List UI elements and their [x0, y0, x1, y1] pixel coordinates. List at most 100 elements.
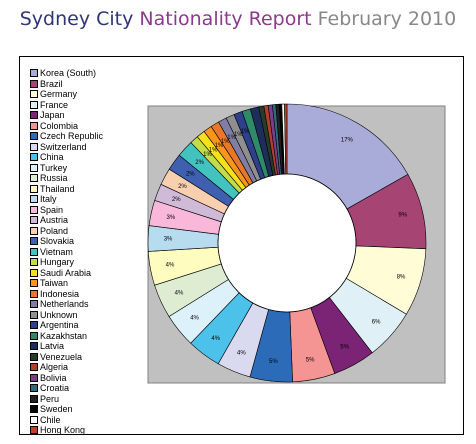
legend-swatch [30, 174, 38, 183]
legend-label: Austria [40, 215, 69, 225]
legend-swatch [30, 426, 38, 435]
legend-item: Hungary [30, 257, 135, 268]
legend-item: Netherlands [30, 299, 135, 310]
slice-label-1: 9% [398, 213, 407, 219]
chart-legend: Korea (South) Brazil Germany France Japan Col… [30, 68, 135, 436]
legend-item: Italy [30, 194, 135, 205]
slice-labels: 17%9%8%6%5%5%5%4%4%4%4%4%3%3%2%2%2%2%1%1… [164, 129, 408, 365]
slice-label-12: 3% [164, 237, 173, 243]
legend-item: Brazil [30, 79, 135, 90]
donut-hole [217, 173, 357, 313]
slice-label-10: 4% [175, 290, 184, 296]
legend-label: Vietnam [40, 246, 73, 257]
legend-item: Unknown [30, 310, 135, 321]
legend-item: Indonesia [30, 289, 135, 300]
legend-item: Spain [30, 205, 135, 216]
legend-swatch [30, 226, 38, 235]
legend-swatch [30, 132, 38, 141]
slice-label-23: 1% [234, 132, 243, 138]
slice-label-0: 17% [341, 138, 354, 144]
legend-swatch [30, 342, 38, 351]
legend-swatch [30, 195, 38, 204]
legend-item: Algeria [30, 362, 135, 373]
legend-label: Taiwan [40, 278, 69, 288]
legend-swatch [30, 163, 38, 172]
legend-item: Sweden [30, 404, 135, 415]
slice-label-8: 4% [211, 336, 220, 342]
slice-label-17: 2% [195, 160, 204, 166]
legend-swatch [30, 384, 38, 393]
slice-label-13: 3% [166, 215, 175, 221]
report-title: Sydney City Nationality Report February … [0, 8, 476, 30]
legend-item: Croatia [30, 383, 135, 394]
legend-swatch [30, 352, 38, 361]
legend-label: Sweden [40, 404, 73, 414]
legend-swatch [30, 310, 38, 319]
title-part-report: Nationality Report [139, 8, 312, 30]
legend-swatch [30, 331, 38, 340]
legend-swatch [30, 153, 38, 162]
legend-swatch [30, 69, 38, 78]
legend-swatch [30, 121, 38, 130]
slice-label-19: 1% [209, 147, 218, 153]
slice-label-11: 4% [166, 262, 175, 268]
legend-swatch [30, 394, 38, 403]
slice-label-18: 1% [203, 152, 212, 158]
legend-swatch [30, 142, 38, 151]
slice-label-5: 5% [306, 357, 315, 363]
legend-item: Poland [30, 226, 135, 237]
slice-label-20: 1% [215, 143, 224, 149]
legend-swatch [30, 90, 38, 99]
legend-label: Saudi Arabia [40, 267, 92, 278]
legend-item: Venezuela [30, 352, 135, 363]
legend-item: Japan [30, 110, 135, 121]
legend-swatch [30, 247, 38, 256]
legend-swatch [30, 405, 38, 414]
legend-item: Peru [30, 394, 135, 405]
legend-label: Indonesia [40, 288, 80, 299]
legend-swatch [30, 268, 38, 277]
legend-swatch [30, 279, 38, 288]
legend-item: Germany [30, 89, 135, 100]
legend-swatch [30, 79, 38, 88]
legend-label: Turkey [40, 162, 68, 173]
legend-label: Poland [40, 225, 69, 236]
slice-label-24: 1% [241, 129, 250, 135]
legend-swatch [30, 111, 38, 120]
legend-label: Croatia [40, 383, 70, 393]
legend-label: Spain [40, 204, 64, 215]
legend-swatch [30, 216, 38, 225]
legend-label: Switzerland [40, 141, 87, 152]
slice-label-15: 2% [178, 184, 187, 190]
legend-swatch [30, 258, 38, 267]
legend-item: France [30, 100, 135, 111]
legend-label: Chile [40, 414, 61, 425]
legend-label: Korea (South) [40, 68, 97, 78]
legend-item: Hong Kong [30, 425, 135, 436]
legend-label: Peru [40, 393, 60, 404]
legend-item: Argentina [30, 320, 135, 331]
legend-swatch [30, 184, 38, 193]
title-part-city: Sydney City [19, 8, 134, 30]
legend-swatch [30, 205, 38, 214]
legend-label: France [40, 99, 69, 110]
slice-label-22: 1% [227, 135, 236, 141]
legend-swatch [30, 289, 38, 298]
legend-label: Venezuela [40, 351, 83, 362]
legend-item: Turkey [30, 163, 135, 174]
legend-label: Algeria [40, 362, 69, 372]
legend-label: Unknown [40, 309, 78, 320]
slice-label-9: 4% [190, 315, 199, 321]
legend-item: Austria [30, 215, 135, 226]
legend-label: Germany [40, 89, 78, 99]
donut-slices [147, 103, 427, 383]
legend-item: Chile [30, 415, 135, 426]
slice-label-3: 6% [372, 319, 381, 325]
legend-item: Czech Republic [30, 131, 135, 142]
slice-label-14: 2% [172, 197, 181, 203]
legend-label: China [40, 152, 64, 162]
legend-label: Kazakhstan [40, 330, 88, 341]
legend-item: Saudi Arabia [30, 268, 135, 279]
legend-item: Taiwan [30, 278, 135, 289]
slice-label-7: 4% [237, 350, 246, 356]
